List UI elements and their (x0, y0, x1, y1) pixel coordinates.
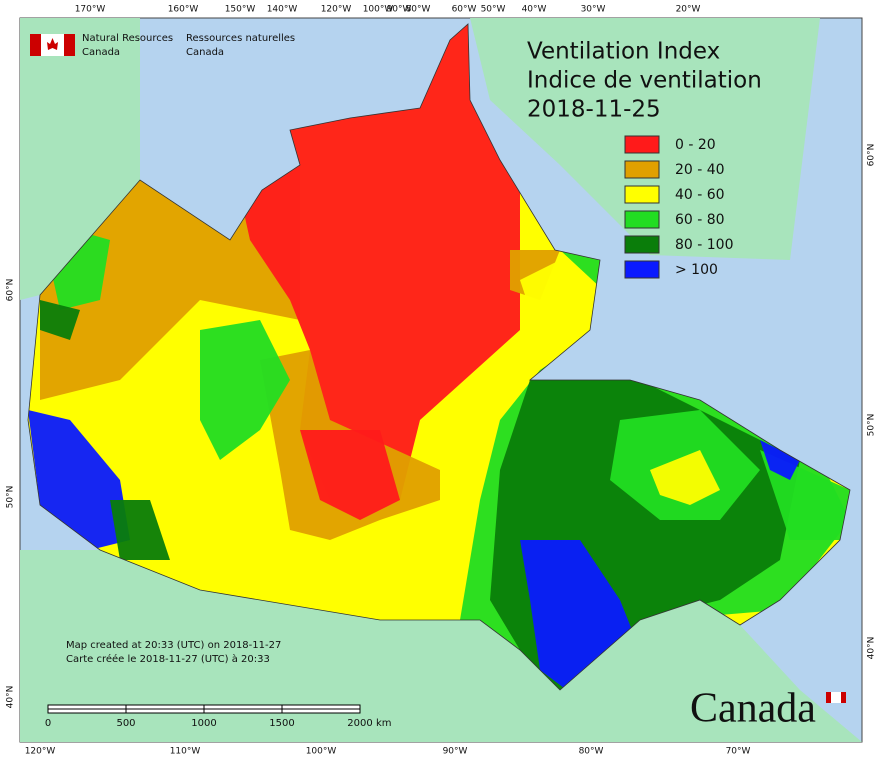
lon-label: 140°W (267, 5, 298, 15)
legend-swatch (624, 160, 660, 179)
index-zone (110, 500, 170, 560)
index-zone (520, 260, 560, 310)
legend-swatch (624, 260, 660, 279)
lon-label: 100°W (306, 747, 337, 757)
lon-label: 80°W (406, 5, 431, 15)
lon-label: 120°W (25, 747, 56, 757)
scale-label: 1500 (269, 718, 294, 729)
canada-outline (27, 23, 851, 691)
map-note: Carte créée le 2018-11-27 (UTC) à 20:33 (66, 653, 270, 665)
lon-label: 120°W (321, 5, 352, 15)
legend-swatch (624, 185, 660, 204)
lon-label: 20°W (676, 5, 701, 15)
index-zone (300, 430, 400, 520)
alaska (20, 18, 140, 300)
org-name: Canada (186, 47, 224, 58)
lon-label: 90°W (387, 5, 412, 15)
lat-label: 40°N (867, 637, 877, 660)
scale-unit: km (376, 718, 392, 729)
lon-label: 110°W (170, 747, 201, 757)
index-zone (760, 440, 800, 480)
lon-label: 160°W (168, 5, 199, 15)
lon-label: 70°W (726, 747, 751, 757)
legend-swatch (624, 235, 660, 254)
flag-bar (30, 34, 41, 56)
lat-label: 60°N (867, 144, 877, 167)
map-title: Indice de ventilation (527, 68, 762, 94)
lon-label: 50°W (481, 5, 506, 15)
scale-label: 1000 (191, 718, 216, 729)
lat-label: 40°N (6, 686, 16, 709)
index-zone (230, 24, 520, 500)
lon-label: 60°W (452, 5, 477, 15)
scale-label: 2000 (347, 718, 372, 729)
maple-leaf (47, 38, 58, 50)
legend-label: 80 - 100 (675, 237, 734, 253)
lon-label: 40°W (522, 5, 547, 15)
lat-label: 50°N (6, 486, 16, 509)
scale-label: 500 (116, 718, 135, 729)
index-zone (200, 320, 290, 460)
flag-bar (64, 34, 75, 56)
wordmark-flag-centre (831, 692, 841, 703)
lon-label: 150°W (225, 5, 256, 15)
legend-label: > 100 (675, 262, 718, 278)
legend-label: 60 - 80 (675, 212, 725, 228)
index-zone (40, 300, 80, 340)
map-title: 2018-11-25 (527, 97, 661, 123)
lon-label: 170°W (75, 5, 106, 15)
legend-label: 20 - 40 (675, 162, 725, 178)
map-note: Map created at 20:33 (UTC) on 2018-11-27 (66, 640, 281, 651)
legend-swatch (624, 210, 660, 229)
index-zone (650, 450, 720, 505)
legend-label: 40 - 60 (675, 187, 725, 203)
wordmark: Canada (690, 686, 816, 732)
lon-label: 100°W (363, 5, 394, 15)
lon-label: 90°W (443, 747, 468, 757)
lon-label: 80°W (579, 747, 604, 757)
scale-label: 0 (45, 718, 51, 729)
legend-label: 0 - 20 (675, 137, 716, 153)
lat-label: 50°N (867, 414, 877, 437)
org-name: Canada (82, 47, 120, 58)
lat-label: 60°N (6, 279, 16, 302)
org-name: Ressources naturelles (186, 33, 295, 44)
lon-label: 30°W (581, 5, 606, 15)
legend-swatch (624, 135, 660, 154)
map-title: Ventilation Index (527, 39, 720, 65)
org-name: Natural Resources (82, 33, 173, 44)
usa (20, 550, 862, 742)
